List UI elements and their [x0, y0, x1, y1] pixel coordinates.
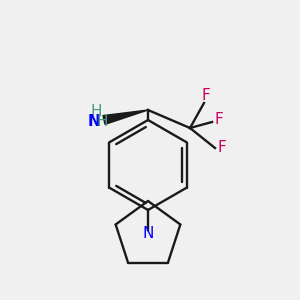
Text: N: N	[88, 115, 100, 130]
Text: H: H	[96, 115, 108, 130]
Text: F: F	[218, 140, 226, 155]
Text: N: N	[142, 226, 154, 242]
Text: H: H	[90, 103, 102, 118]
Polygon shape	[103, 110, 148, 124]
Text: F: F	[214, 112, 224, 127]
Text: F: F	[202, 88, 210, 103]
